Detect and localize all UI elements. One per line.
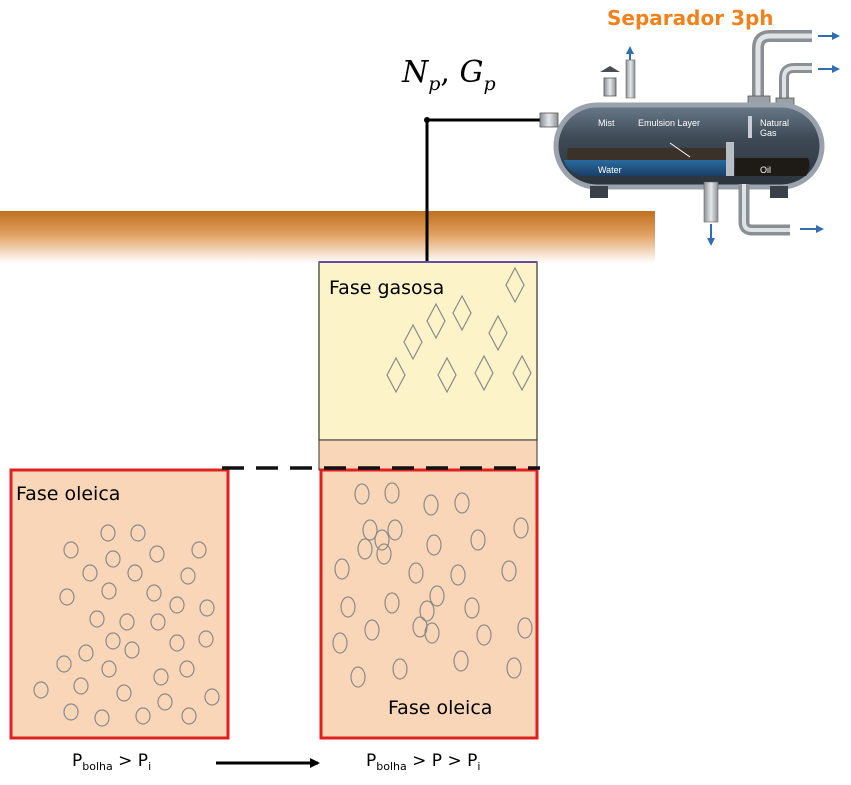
gas-phase-diamonds bbox=[386, 266, 532, 394]
left-oil-phase-label: Fase oleica bbox=[16, 483, 120, 505]
right-reservoir-cell: Fase gasosa Fase oleica Pbolha > P > Pi bbox=[318, 261, 539, 773]
water-label: Water bbox=[598, 165, 622, 175]
left-oil-bubbles bbox=[33, 524, 220, 727]
gas-phase-label: Fase gasosa bbox=[329, 277, 444, 299]
np-subscript: p bbox=[428, 73, 440, 95]
right-oil-bubbles bbox=[332, 482, 533, 688]
gp-symbol: G bbox=[460, 55, 484, 90]
three-phase-separator: Separador 3ph Mist Emulsion Layer Natura… bbox=[539, 6, 840, 246]
natural-gas-label-line1: Natural bbox=[760, 118, 789, 128]
left-reservoir-cell: Fase oleica Pbolha > Pi bbox=[9, 468, 230, 773]
separator-title: Separador 3ph bbox=[607, 6, 774, 30]
natural-gas-label-line2: Gas bbox=[760, 128, 777, 138]
right-pressure-condition: Pbolha > P > Pi bbox=[366, 751, 480, 773]
right-expansion-zone bbox=[318, 439, 538, 471]
right-gas-phase bbox=[318, 261, 538, 441]
production-label: Np, Gp bbox=[401, 55, 496, 95]
label-comma: , bbox=[440, 55, 459, 90]
right-oil-phase-label: Fase oleica bbox=[388, 697, 492, 719]
left-pressure-condition: Pbolha > Pi bbox=[72, 751, 151, 773]
emulsion-layer-label: Emulsion Layer bbox=[638, 118, 700, 128]
oil-label: Oil bbox=[760, 165, 771, 175]
ground-surface bbox=[0, 211, 655, 263]
gp-subscript: p bbox=[483, 73, 495, 95]
np-symbol: N bbox=[401, 55, 430, 90]
mist-label: Mist bbox=[598, 118, 615, 128]
production-flowline bbox=[424, 115, 550, 262]
